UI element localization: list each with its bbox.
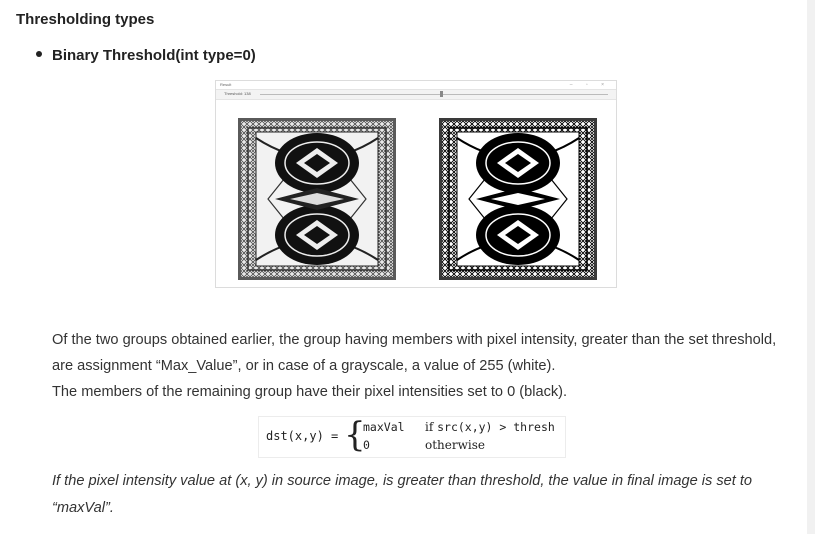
explanation-line-1: Of the two groups obtained earlier, the … bbox=[52, 332, 777, 374]
window-controls: – ▫ × bbox=[569, 82, 610, 88]
window-titlebar: Result bbox=[216, 81, 616, 89]
left-brace-icon: { bbox=[344, 415, 366, 455]
formula-case1-condition: if src(x,y) > thresh bbox=[425, 420, 555, 434]
page-scrollbar[interactable] bbox=[807, 0, 815, 534]
formula-lhs: dst(x,y) = bbox=[266, 429, 339, 443]
trackbar-row: Threshold: 138 bbox=[216, 89, 616, 100]
formula-case1-value: maxVal bbox=[363, 420, 405, 434]
formula-case2-value: 0 bbox=[363, 438, 370, 452]
trackbar-thumb bbox=[440, 91, 443, 97]
formula-case1-if: if bbox=[425, 420, 438, 434]
italic-note: If the pixel intensity value at (x, y) i… bbox=[52, 473, 753, 516]
bullet-item: Binary Threshold(int type=0) bbox=[36, 47, 256, 64]
threshold-formula: dst(x,y) = { maxVal if src(x,y) > thresh… bbox=[258, 415, 566, 458]
threshold-result-screenshot: Result – ▫ × Threshold: 138 bbox=[215, 80, 617, 288]
window-title: Result bbox=[220, 82, 232, 87]
explanation-paragraph: Of the two groups obtained earlier, the … bbox=[52, 327, 792, 405]
explanation-line-2: The members of the remaining group have … bbox=[52, 384, 568, 400]
bullet-dot-icon bbox=[36, 51, 42, 58]
section-heading: Thresholding types bbox=[16, 11, 155, 28]
formula-case1-expr: src(x,y) > thresh bbox=[437, 420, 555, 434]
trackbar-rail bbox=[260, 94, 608, 95]
original-card-image bbox=[238, 118, 396, 280]
formula-case2-condition: otherwise bbox=[425, 438, 485, 452]
thresholded-card-image bbox=[439, 118, 597, 280]
trackbar-label: Threshold: 138 bbox=[224, 91, 251, 96]
bullet-label: Binary Threshold(int type=0) bbox=[52, 47, 256, 64]
